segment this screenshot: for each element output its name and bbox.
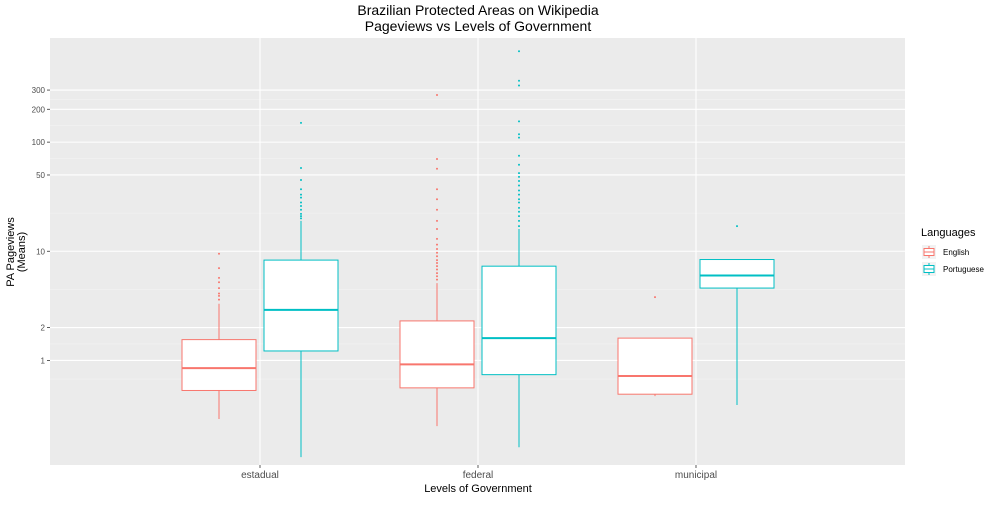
outlier-point	[436, 188, 438, 191]
y-tick-label: 50	[36, 171, 45, 180]
outlier-point	[218, 287, 220, 290]
outlier-point	[300, 204, 302, 207]
box-iqr	[699, 259, 775, 289]
outlier-point	[300, 201, 302, 204]
outlier-point	[518, 50, 520, 53]
outlier-point	[436, 275, 438, 278]
box-iqr	[399, 320, 475, 389]
outlier-point	[654, 296, 656, 299]
outlier-point	[436, 272, 438, 275]
outlier-point	[300, 208, 302, 211]
outlier-point	[518, 154, 520, 157]
legend: Languages English Portuguese	[921, 227, 984, 276]
outlier-point	[518, 210, 520, 213]
outlier-point	[300, 196, 302, 199]
outlier-point	[300, 178, 302, 181]
outlier-point	[436, 262, 438, 265]
outlier-point	[436, 251, 438, 254]
outlier-point	[518, 219, 520, 222]
x-tick-label: estadual	[241, 470, 279, 481]
outlier-point	[436, 278, 438, 281]
outlier-point	[300, 193, 302, 196]
box-iqr	[617, 337, 693, 395]
y-tick-label: 1	[41, 356, 46, 365]
y-tick-label: 10	[36, 247, 45, 256]
legend-label: Portuguese	[943, 265, 984, 274]
outlier-point	[518, 133, 520, 136]
box-english-estadual	[181, 252, 257, 420]
outlier-point	[518, 175, 520, 178]
box-english-federal	[399, 94, 475, 427]
outlier-point	[518, 189, 520, 192]
y-axis-title-line2: (Means)	[16, 232, 28, 272]
outlier-point	[218, 267, 220, 270]
box-portuguese-federal	[481, 50, 557, 448]
y-tick-label: 100	[32, 138, 46, 147]
legend-label: English	[943, 248, 969, 257]
outlier-point	[300, 188, 302, 191]
outlier-point	[436, 219, 438, 222]
y-axis-title-line1: PA Pageviews	[5, 217, 17, 287]
box-portuguese-estadual	[263, 121, 339, 458]
outlier-point	[300, 212, 302, 215]
outlier-point	[518, 225, 520, 228]
outlier-point	[218, 294, 220, 297]
outlier-point	[518, 172, 520, 175]
y-tick-label: 200	[32, 105, 46, 114]
outlier-point	[518, 193, 520, 196]
outlier-point	[436, 259, 438, 262]
x-axis: estadual federal municipal	[241, 465, 717, 481]
x-tick-label: municipal	[675, 470, 717, 481]
legend-title: Languages	[921, 227, 976, 239]
outlier-point	[436, 255, 438, 258]
outlier-point	[218, 292, 220, 295]
y-tick-label: 300	[32, 86, 46, 95]
x-axis-title: Levels of Government	[424, 483, 532, 495]
y-axis: 1 2 10 50 100 200 300	[32, 86, 50, 365]
outlier-point	[736, 225, 738, 228]
outlier-point	[518, 120, 520, 123]
outlier-point	[436, 208, 438, 211]
outlier-point	[436, 198, 438, 201]
box-iqr	[481, 265, 557, 376]
box-iqr	[181, 339, 257, 391]
outlier-point	[300, 215, 302, 218]
outlier-point	[218, 276, 220, 279]
outlier-point	[218, 252, 220, 255]
outlier-point	[218, 298, 220, 301]
outlier-point	[518, 84, 520, 87]
box-portuguese-municipal	[699, 225, 775, 406]
outlier-point	[436, 247, 438, 250]
outlier-point	[436, 268, 438, 271]
outlier-point	[436, 237, 438, 240]
outlier-point	[518, 198, 520, 201]
outlier-point	[518, 206, 520, 209]
chart-title: Brazilian Protected Areas on Wikipedia	[357, 2, 598, 18]
y-tick-label: 2	[41, 324, 46, 333]
outlier-point	[436, 243, 438, 246]
outlier-point	[300, 217, 302, 220]
outlier-point	[518, 215, 520, 218]
x-tick-label: federal	[463, 470, 494, 481]
outlier-point	[436, 158, 438, 161]
outlier-point	[518, 201, 520, 204]
outlier-point	[518, 79, 520, 82]
outlier-point	[436, 167, 438, 170]
outlier-point	[518, 180, 520, 183]
outlier-point	[518, 184, 520, 187]
box-series	[181, 50, 775, 458]
outlier-point	[518, 163, 520, 166]
outlier-point	[218, 281, 220, 284]
outlier-point	[300, 121, 302, 124]
outlier-point	[300, 166, 302, 169]
box-english-municipal	[617, 296, 693, 397]
box-iqr	[263, 259, 339, 352]
outlier-point	[436, 265, 438, 268]
chart-subtitle: Pageviews vs Levels of Government	[365, 18, 592, 34]
outlier-point	[518, 136, 520, 139]
outlier-point	[436, 227, 438, 230]
outlier-point	[436, 94, 438, 97]
